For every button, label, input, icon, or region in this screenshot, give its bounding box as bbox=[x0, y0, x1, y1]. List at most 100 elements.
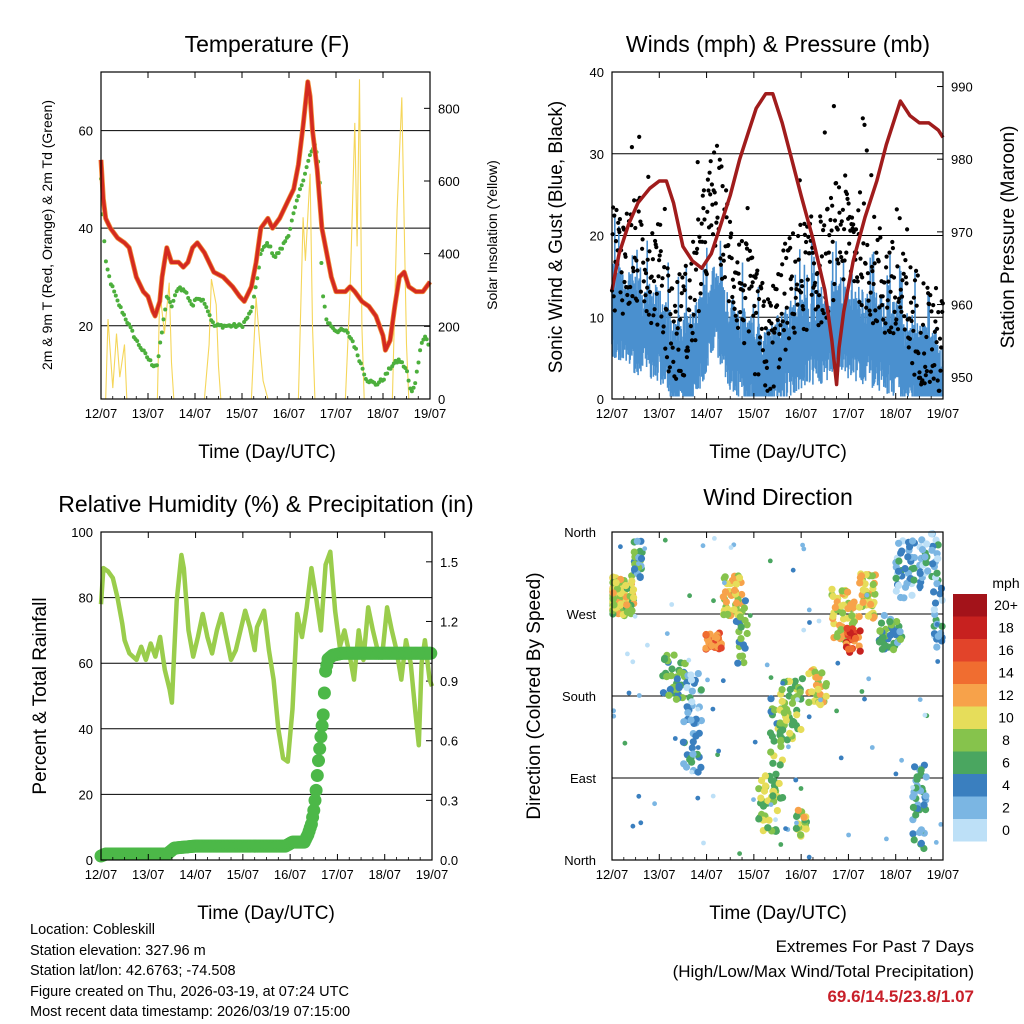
direction-point bbox=[715, 752, 720, 758]
direction-point bbox=[740, 659, 748, 667]
gust-point bbox=[935, 378, 940, 383]
direction-point bbox=[786, 729, 794, 737]
gust-point bbox=[842, 258, 847, 263]
gust-point bbox=[654, 291, 659, 296]
direction-point bbox=[737, 635, 745, 643]
gust-point bbox=[867, 308, 872, 313]
dewpoint-point bbox=[395, 360, 400, 365]
legend-swatch bbox=[953, 751, 987, 774]
gust-point bbox=[653, 238, 658, 244]
direction-point bbox=[930, 588, 938, 596]
dewpoint-point bbox=[303, 171, 307, 176]
dewpoint-point bbox=[201, 297, 205, 302]
dewpoint-point bbox=[107, 274, 112, 279]
gust-point bbox=[719, 164, 724, 169]
gust-point bbox=[647, 249, 652, 254]
gust-point bbox=[827, 233, 832, 238]
gust-point bbox=[674, 376, 679, 381]
dewpoint-point bbox=[358, 361, 363, 366]
gust-point bbox=[778, 323, 783, 328]
gust-point bbox=[705, 209, 710, 214]
direction-point bbox=[700, 543, 706, 549]
gust-point bbox=[757, 341, 762, 346]
gust-point bbox=[628, 284, 633, 290]
direction-point bbox=[852, 634, 860, 642]
winds-ytick-label: 20 bbox=[590, 229, 604, 244]
direction-point bbox=[856, 579, 864, 587]
direction-point bbox=[711, 598, 716, 604]
gust-point bbox=[822, 130, 827, 135]
direction-xtick-label: 14/07 bbox=[690, 867, 723, 882]
direction-point bbox=[796, 831, 805, 839]
gust-point bbox=[752, 372, 758, 377]
gust-point bbox=[763, 383, 768, 388]
gust-point bbox=[764, 359, 769, 364]
gust-point bbox=[721, 258, 726, 263]
gust-point bbox=[754, 271, 759, 276]
gust-point bbox=[887, 329, 893, 335]
direction-point bbox=[806, 607, 812, 613]
direction-point bbox=[901, 565, 909, 573]
gust-point bbox=[857, 299, 862, 305]
gust-point bbox=[751, 313, 756, 318]
gust-point bbox=[822, 223, 827, 228]
pressure-ytick-label: 980 bbox=[951, 152, 973, 167]
dewpoint-point bbox=[173, 293, 177, 298]
dewpoint-point bbox=[416, 360, 421, 365]
gust-point bbox=[709, 223, 714, 228]
gust-point bbox=[781, 328, 787, 333]
gust-point bbox=[788, 245, 793, 250]
direction-point bbox=[782, 716, 790, 724]
direction-ytick-label: South bbox=[562, 689, 596, 704]
direction-point bbox=[765, 816, 773, 824]
gust-point bbox=[726, 243, 731, 248]
direction-point bbox=[708, 642, 716, 650]
gust-point bbox=[817, 293, 822, 298]
gust-point bbox=[882, 330, 888, 335]
dewpoint-point bbox=[187, 298, 192, 303]
pressure-ytick-label: 970 bbox=[951, 225, 973, 240]
gust-point bbox=[847, 241, 852, 246]
direction-point bbox=[822, 692, 830, 700]
gust-point bbox=[900, 278, 905, 283]
gust-point bbox=[885, 298, 890, 303]
gust-point bbox=[650, 257, 656, 262]
direction-point bbox=[680, 718, 688, 726]
temperature-xtick-label: 16/07 bbox=[273, 406, 306, 421]
direction-point bbox=[938, 822, 944, 827]
direction-point bbox=[652, 801, 657, 807]
gust-point bbox=[818, 219, 823, 224]
gust-point bbox=[826, 250, 831, 255]
dewpoint-point bbox=[154, 363, 159, 368]
gust-point bbox=[698, 291, 703, 296]
precip-ytick-label: 1.2 bbox=[440, 614, 458, 629]
gust-point bbox=[646, 174, 651, 179]
gust-point bbox=[839, 255, 844, 260]
gust-point bbox=[905, 227, 910, 232]
gust-point bbox=[652, 307, 657, 312]
humidity-xtick-label: 12/07 bbox=[85, 867, 118, 882]
gust-point bbox=[842, 227, 847, 232]
gust-point bbox=[927, 302, 932, 307]
gust-point bbox=[924, 369, 930, 374]
direction-point bbox=[859, 598, 867, 607]
gust-point bbox=[789, 286, 794, 291]
gust-point bbox=[886, 279, 891, 284]
direction-point bbox=[752, 739, 758, 745]
gust-point bbox=[745, 206, 750, 211]
gust-point bbox=[624, 211, 629, 216]
direction-point bbox=[931, 599, 940, 607]
dewpoint-point bbox=[296, 194, 301, 199]
gust-point bbox=[791, 325, 796, 330]
dewpoint-point bbox=[136, 343, 141, 347]
dewpoint-point bbox=[171, 298, 176, 303]
gust-point bbox=[907, 336, 913, 341]
direction-point bbox=[736, 613, 744, 621]
gust-point bbox=[790, 231, 796, 236]
gust-point bbox=[828, 195, 834, 201]
gust-point bbox=[693, 338, 698, 343]
gust-point bbox=[766, 331, 771, 336]
direction-point bbox=[776, 761, 784, 769]
direction-point bbox=[673, 675, 681, 683]
